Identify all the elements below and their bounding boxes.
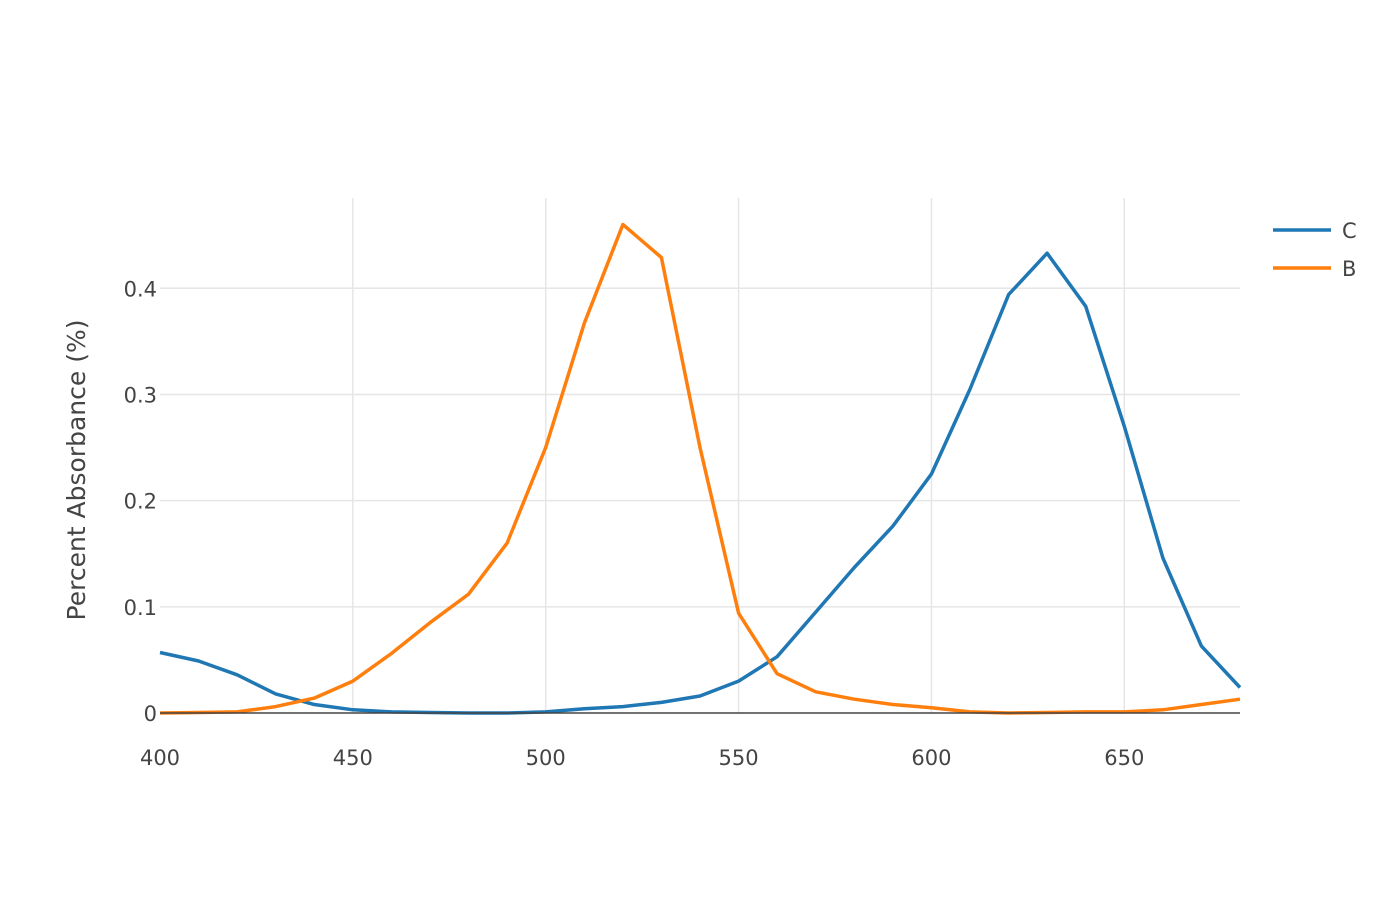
- legend-item-C[interactable]: C: [1273, 219, 1357, 243]
- x-tick-label: 650: [1104, 746, 1144, 770]
- legend-item-B[interactable]: B: [1273, 257, 1356, 281]
- grid-layer: [160, 198, 1240, 713]
- x-tick-label: 450: [333, 746, 373, 770]
- y-tick-label: 0.4: [124, 277, 157, 301]
- y-tick-label: 0.2: [124, 490, 157, 514]
- y-tick-label: 0: [144, 702, 157, 726]
- x-tick-label: 400: [140, 746, 180, 770]
- series-line-C[interactable]: [159, 251, 1242, 715]
- x-tick-label: 600: [911, 746, 951, 770]
- x-tick-label: 500: [526, 746, 566, 770]
- y-tick-label: 0.1: [124, 596, 157, 620]
- y-axis-title: Percent Absorbance (%): [62, 320, 91, 621]
- x-tick-label: 550: [719, 746, 759, 770]
- legend-label: B: [1342, 257, 1356, 281]
- y-tick-label: 0.3: [124, 383, 157, 407]
- axis-layer: 400 450 500 550 600 650 0 0.1 0.2 0.3 0.4: [124, 277, 1240, 770]
- legend[interactable]: CB: [1273, 219, 1357, 281]
- legend-label: C: [1342, 219, 1357, 243]
- series-layer: [159, 222, 1242, 715]
